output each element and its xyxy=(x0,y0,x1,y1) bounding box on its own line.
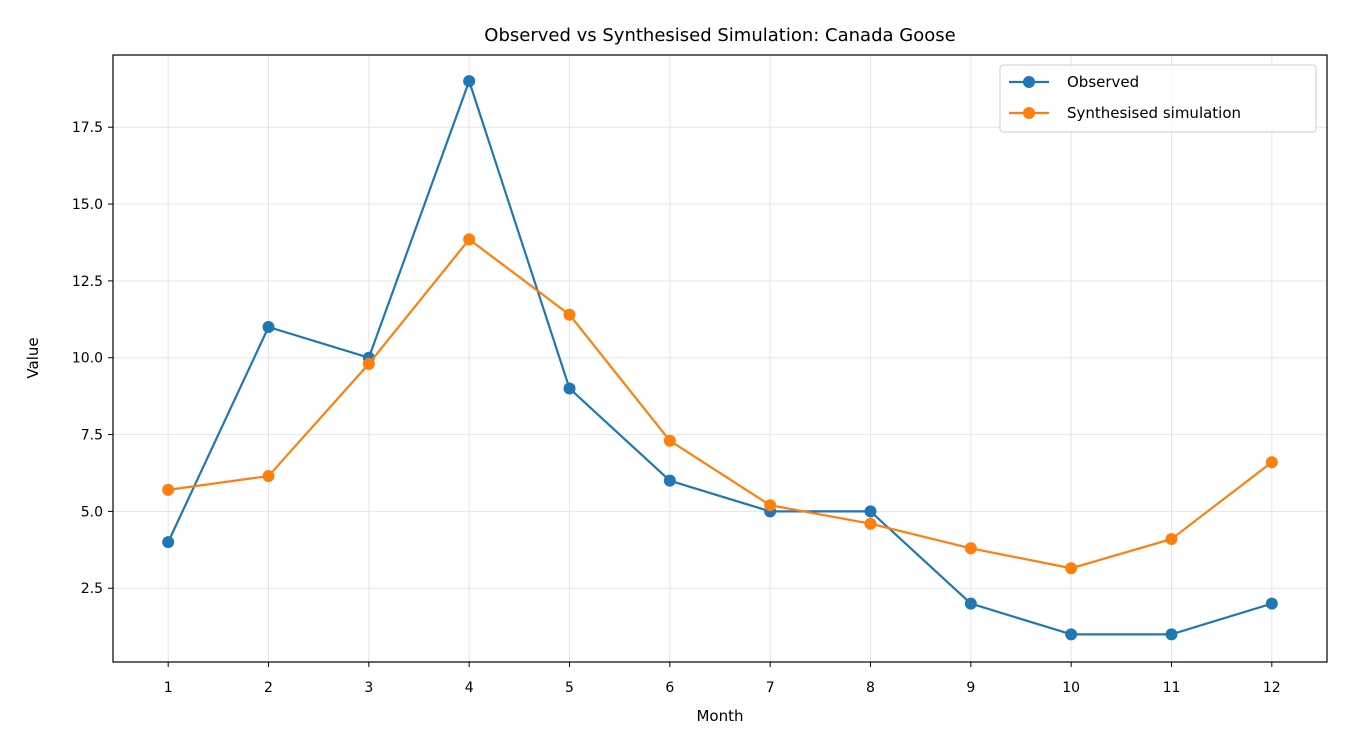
data-point xyxy=(563,382,576,395)
series-line xyxy=(167,80,1273,636)
legend-marker xyxy=(1023,76,1035,88)
data-point xyxy=(663,474,676,487)
legend-box xyxy=(999,64,1317,133)
legend-label: Synthesised simulation xyxy=(1067,104,1241,122)
y-tick-label: 15.0 xyxy=(72,197,103,213)
x-tick-label: 9 xyxy=(966,680,975,696)
x-tick-label: 7 xyxy=(766,680,775,696)
series-layer xyxy=(162,75,1278,641)
data-point xyxy=(663,434,676,447)
plot-frame xyxy=(112,54,1328,663)
data-point xyxy=(563,308,576,321)
y-tick-label: 5.0 xyxy=(81,504,103,520)
y-tick-label: 2.5 xyxy=(81,581,103,597)
series-1 xyxy=(162,75,1278,641)
data-point xyxy=(1065,628,1078,641)
series-2 xyxy=(162,233,1278,575)
data-point xyxy=(162,483,175,496)
data-point xyxy=(1065,562,1078,575)
data-point xyxy=(1265,597,1278,610)
x-tick-label: 2 xyxy=(264,680,273,696)
data-point xyxy=(864,505,877,518)
x-tick-label: 11 xyxy=(1163,680,1181,696)
chart-title: Observed vs Synthesised Simulation: Cana… xyxy=(484,25,955,46)
x-tick-label: 5 xyxy=(565,680,574,696)
legend-label: Observed xyxy=(1067,73,1139,91)
y-tick-label: 7.5 xyxy=(81,428,103,444)
x-tick-label: 8 xyxy=(866,680,875,696)
y-axis-label: Value xyxy=(24,337,42,378)
y-axis: 2.5 5.0 7.5 10.0 12.5 15.0 17.5 xyxy=(72,120,113,597)
data-point xyxy=(262,320,275,333)
x-tick-label: 1 xyxy=(164,680,173,696)
x-axis-label: Month xyxy=(696,707,743,725)
legend: Observed Synthesised simulation xyxy=(999,64,1317,133)
x-axis: 1 2 3 4 5 6 7 8 9 10 11 12 xyxy=(164,662,1281,696)
data-point xyxy=(1265,456,1278,469)
data-point xyxy=(864,517,877,530)
data-point xyxy=(1165,533,1178,546)
data-point xyxy=(964,542,977,555)
x-tick-label: 6 xyxy=(665,680,674,696)
series-line xyxy=(168,238,1273,570)
x-tick-label: 10 xyxy=(1062,680,1080,696)
legend-marker xyxy=(1023,107,1035,119)
legend-entry: Synthesised simulation xyxy=(1009,104,1241,122)
x-tick-label: 12 xyxy=(1263,680,1281,696)
y-tick-label: 17.5 xyxy=(72,120,103,136)
x-tick-label: 3 xyxy=(364,680,373,696)
x-tick-label: 4 xyxy=(465,680,474,696)
y-tick-label: 12.5 xyxy=(72,274,103,290)
data-point xyxy=(262,470,275,483)
data-point xyxy=(964,597,977,610)
legend-entry: Observed xyxy=(1009,73,1139,91)
data-point xyxy=(162,536,175,549)
data-point xyxy=(362,357,375,370)
data-point xyxy=(1165,628,1178,641)
y-tick-label: 10.0 xyxy=(72,351,103,367)
data-point xyxy=(463,233,476,246)
data-point xyxy=(463,75,476,88)
data-point xyxy=(764,499,777,512)
